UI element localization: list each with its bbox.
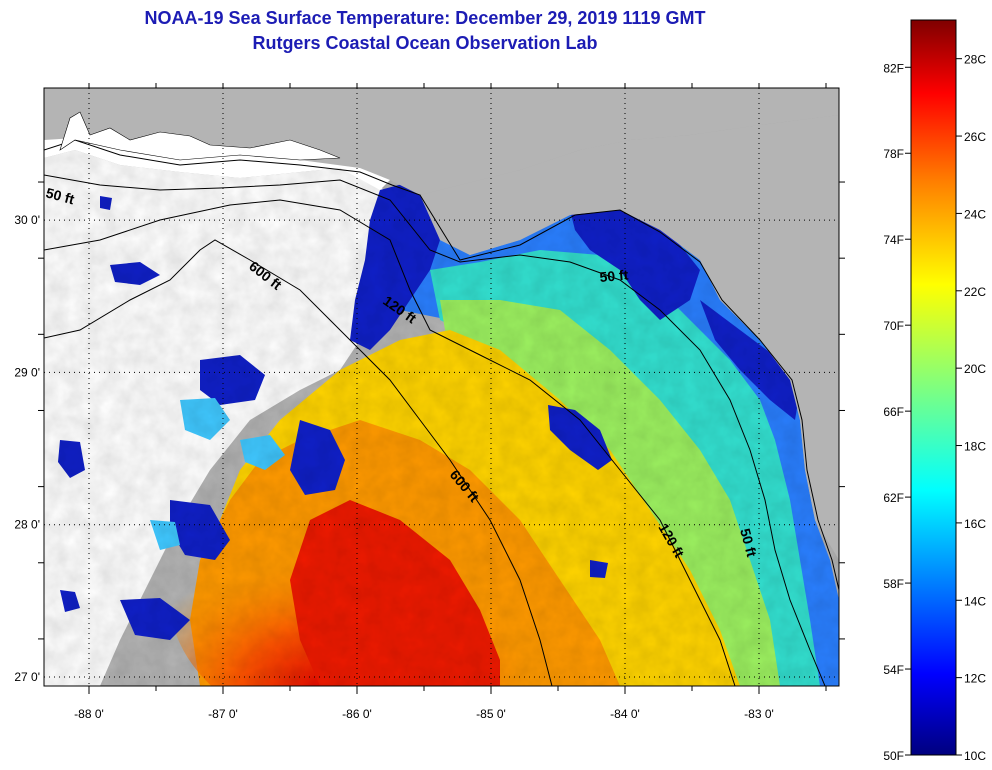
contour-label: 50 ft bbox=[737, 527, 760, 559]
map-frame bbox=[44, 88, 839, 686]
colorbar-c-label: 20C bbox=[964, 362, 986, 376]
lon-tick-label: -84 0' bbox=[610, 707, 640, 721]
depth-contours bbox=[44, 174, 826, 686]
coastline bbox=[44, 139, 839, 591]
colorbar bbox=[910, 19, 957, 756]
contour-label: 50 ft bbox=[44, 184, 76, 207]
colorbar-f-label: 54F bbox=[883, 663, 904, 677]
colorbar-c-label: 10C bbox=[964, 749, 986, 763]
colorbar-c-label: 24C bbox=[964, 207, 986, 221]
colorbar-f-label: 82F bbox=[883, 61, 904, 75]
colorbar-c-label: 26C bbox=[964, 130, 986, 144]
colorbar-f-label: 78F bbox=[883, 147, 904, 161]
colorbar-f-label: 66F bbox=[883, 405, 904, 419]
lon-tick-label: -88 0' bbox=[74, 707, 104, 721]
map-border bbox=[43, 87, 840, 687]
colorbar-c-label: 22C bbox=[964, 285, 986, 299]
colorbar-f-label: 58F bbox=[883, 577, 904, 591]
panhandle-land bbox=[44, 88, 839, 195]
colorbar-f-label: 62F bbox=[883, 491, 904, 505]
chart-title: NOAA-19 Sea Surface Temperature: Decembe… bbox=[144, 8, 706, 28]
colorbar-c-label: 28C bbox=[964, 53, 986, 67]
florida-peninsula-land bbox=[420, 115, 839, 560]
bay-detail bbox=[59, 111, 341, 161]
lat-tick-label: 27 0' bbox=[14, 670, 40, 684]
colorbar-c-label: 14C bbox=[964, 594, 986, 608]
lat-tick-label: 29 0' bbox=[14, 365, 40, 379]
chart-subtitle: Rutgers Coastal Ocean Observation Lab bbox=[252, 33, 598, 53]
colorbar-c-label: 18C bbox=[964, 440, 986, 454]
colorbar-c-label: 16C bbox=[964, 517, 986, 531]
colorbar-f-label: 50F bbox=[883, 749, 904, 763]
lat-tick-label: 28 0' bbox=[14, 518, 40, 532]
lat-tick-label: 30 0' bbox=[14, 213, 40, 227]
lon-tick-label: -85 0' bbox=[476, 707, 506, 721]
coastline-white-mask bbox=[44, 138, 390, 190]
colorbar-ticks: 28C 26C 24C 22C 20C 18C 16C 14C 12C 10C 82F 78F 74F 7… bbox=[883, 53, 986, 763]
axis-ticks: -88 0' -87 0' -86 0' -85 0' -84 0' -83 0' 30 0… bbox=[14, 83, 845, 721]
lon-tick-label: -87 0' bbox=[208, 707, 238, 721]
lon-tick-label: -83 0' bbox=[744, 707, 774, 721]
colorbar-f-label: 70F bbox=[883, 319, 904, 333]
colorbar-f-label: 74F bbox=[883, 233, 904, 247]
colorbar-c-label: 12C bbox=[964, 672, 986, 686]
contour-label: 50 ft bbox=[599, 267, 629, 285]
lon-tick-label: -86 0' bbox=[342, 707, 372, 721]
